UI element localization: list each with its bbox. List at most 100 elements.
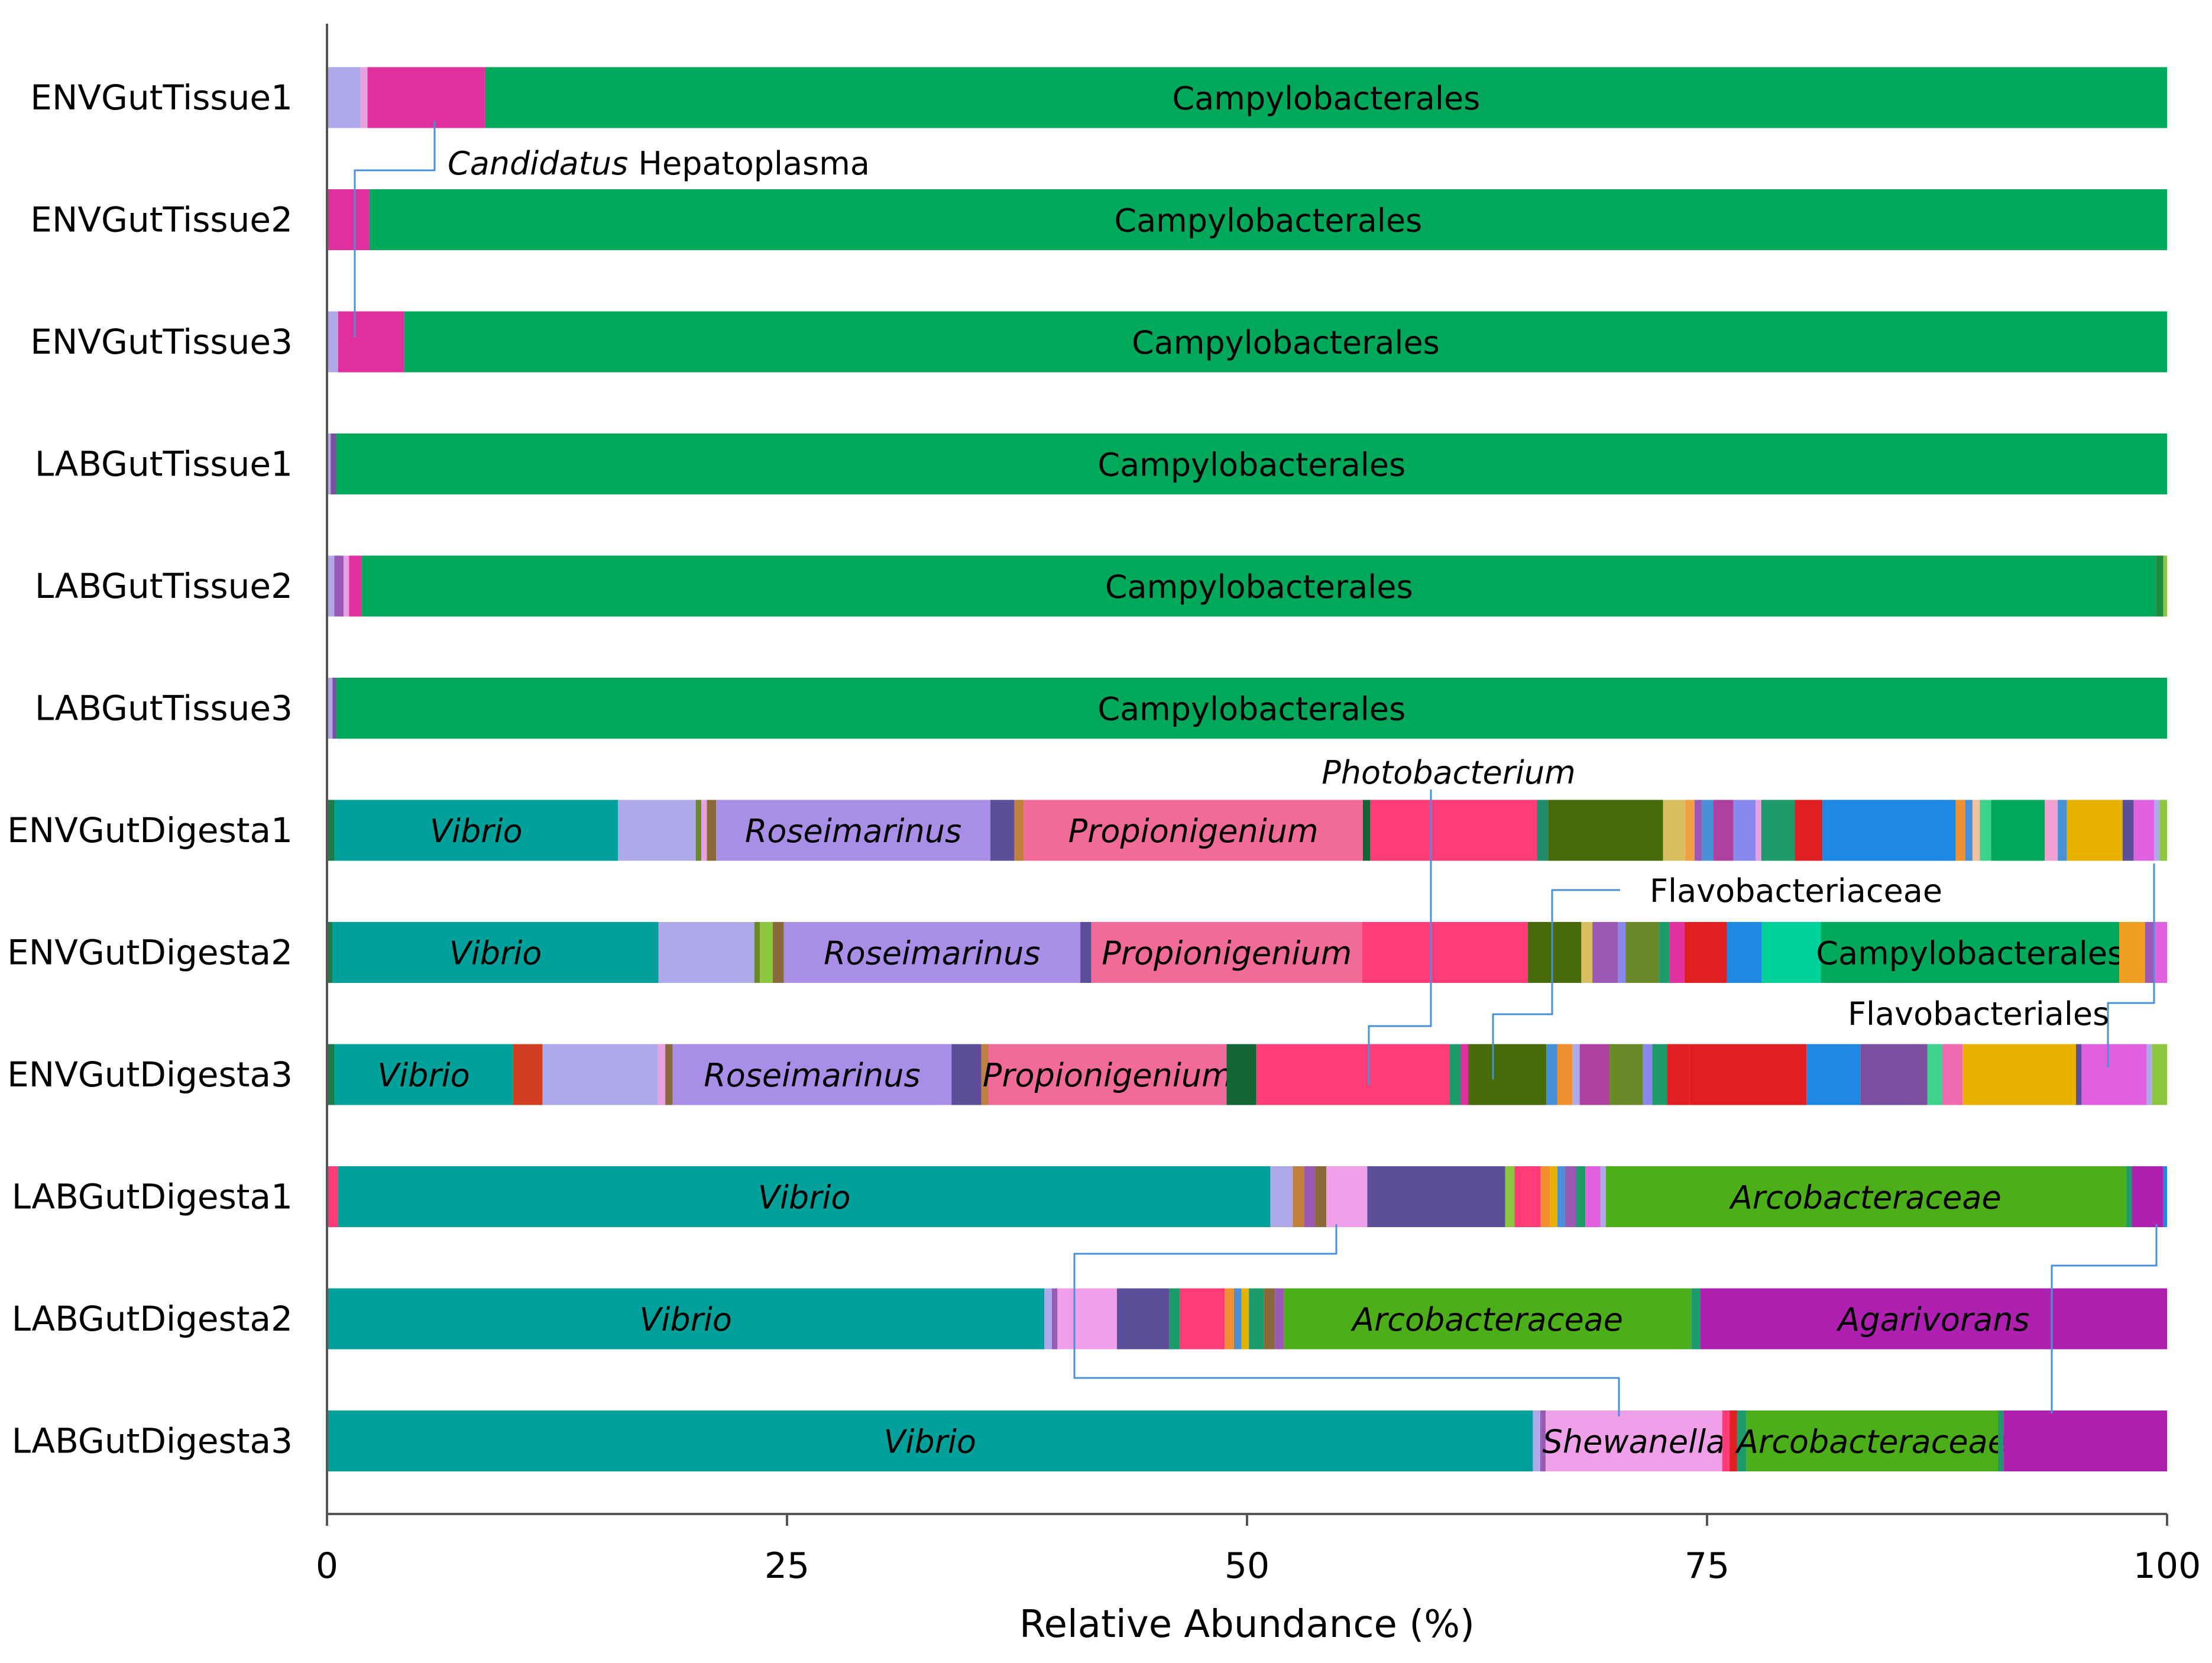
bar-label-LABGutDigesta2-13: Arcobacteraceae [1350, 1301, 1623, 1338]
bar-segment-ENVGutDigesta3-14 [1468, 1044, 1547, 1105]
bar-segment-ENVGutDigesta3-12 [1449, 1044, 1461, 1105]
bar-segment-LABGutTissue2-6 [2163, 555, 2167, 617]
bar-label-LABGutDigesta1-1: Vibrio [758, 1179, 850, 1216]
bar-label-ENVGutDigesta2-1: Vibrio [449, 935, 542, 972]
bar-segment-LABGutDigesta2-13 [1284, 1288, 1692, 1350]
bar-segment-ENVGutDigesta1-29 [2045, 800, 2058, 861]
bar-segment-LABGutDigesta1-10 [1540, 1166, 1550, 1227]
bar-segment-ENVGutDigesta3-28 [1962, 1044, 2076, 1105]
bar-segment-ENVGutDigesta1-19 [1733, 800, 1756, 861]
bar-segment-LABGutTissue2-4 [362, 555, 2156, 617]
bar-segment-LABGutDigesta2-5 [1168, 1288, 1180, 1350]
bar-segment-LABGutDigesta3-2 [1540, 1410, 1546, 1471]
bar-segment-ENVGutDigesta2-7 [1080, 922, 1092, 983]
bar-label-LABGutDigesta2-0: Vibrio [639, 1301, 731, 1338]
leader-hepatoplasma [354, 121, 436, 337]
bar-segment-ENVGutDigesta3-5 [665, 1044, 673, 1105]
bar-segment-LABGutDigesta3-4 [1722, 1410, 1730, 1471]
bar-segment-ENVGutDigesta1-21 [1761, 800, 1795, 861]
y-label-ENVGutTissue3: ENVGutTissue3 [30, 322, 293, 362]
bar-label-LABGutTissue2-4: Campylobacterales [1105, 568, 1413, 606]
bar-segment-ENVGutDigesta1-1 [334, 800, 618, 861]
y-label-ENVGutDigesta1: ENVGutDigesta1 [7, 810, 293, 850]
bar-segment-ENVGutDigesta3-31 [2146, 1044, 2152, 1105]
bar-label-LABGutDigesta3-7: Arcobacteraceae [1735, 1423, 2007, 1461]
bar-segment-ENVGutDigesta3-22 [1667, 1044, 1690, 1105]
bar-segment-ENVGutDigesta1-0 [327, 800, 335, 861]
bar-segment-ENVGutDigesta1-25 [1965, 800, 1973, 861]
bar-segment-ENVGutDigesta3-6 [672, 1044, 952, 1105]
x-tick-label-100: 100 [2133, 1545, 2201, 1587]
leader-flavobacteriales [2107, 863, 2155, 1067]
bar-segment-ENVGutDigesta1-2 [618, 800, 696, 861]
y-axis-labels: ENVGutTissue1 ENVGutTissue2 ENVGutTissue3 L… [7, 77, 293, 1461]
bar-segment-ENVGutDigesta3-9 [989, 1044, 1227, 1105]
bar-label-ENVGutDigesta1-9: Propionigenium [1068, 813, 1319, 850]
bar-label-ENVGutDigesta2-6: Roseimarinus [824, 935, 1040, 972]
bar-segment-ENVGutDigesta2-22 [2145, 922, 2155, 983]
bar-segment-LABGutDigesta1-14 [1576, 1166, 1586, 1227]
annotation-hepatoplasma: Candidatus Hepatoplasma [448, 145, 870, 182]
bar-segment-ENVGutDigesta3-29 [2075, 1044, 2082, 1105]
y-label-LABGutTissue1: LABGutTissue1 [35, 444, 293, 484]
bar-segment-LABGutDigesta1-5 [1315, 1166, 1326, 1227]
bar-segment-ENVGutDigesta1-16 [1694, 800, 1702, 861]
bar-segment-ENVGutDigesta1-23 [1822, 800, 1956, 861]
bar-segment-ENVGutDigesta3-3 [542, 1044, 658, 1105]
bar-segment-ENVGutTissue2-0 [327, 189, 370, 250]
bar-segment-LABGutDigesta2-14 [1691, 1288, 1701, 1350]
y-label-LABGutTissue2: LABGutTissue2 [35, 566, 293, 606]
bar-label-LABGutDigesta3-3: Shewanella [1543, 1423, 1726, 1461]
bar-segment-ENVGutDigesta2-2 [658, 922, 754, 983]
bar-segment-ENVGutDigesta3-13 [1460, 1044, 1469, 1105]
bar-label-ENVGutDigesta3-1: Vibrio [377, 1057, 469, 1094]
bar-segment-ENVGutDigesta3-10 [1226, 1044, 1256, 1105]
bar-segment-LABGutDigesta1-12 [1557, 1166, 1565, 1227]
bar-segment-ENVGutDigesta2-9 [1362, 922, 1528, 983]
bar-segment-ENVGutDigesta2-21 [2119, 922, 2145, 983]
bar-segment-ENVGutDigesta3-23 [1689, 1044, 1807, 1105]
bar-segment-LABGutTissue3-0 [327, 678, 333, 739]
bar-segment-ENVGutDigesta1-20 [1756, 800, 1761, 861]
bar-segment-ENVGutTissue3-0 [327, 311, 338, 373]
bar-segment-LABGutDigesta2-15 [1701, 1288, 2167, 1350]
bar-segment-LABGutDigesta2-9 [1241, 1288, 1249, 1350]
bar-segment-LABGutDigesta1-20 [2163, 1166, 2167, 1227]
bar-segment-ENVGutDigesta2-4 [760, 922, 773, 983]
x-axis-ticks: 0 25 50 75 100 [316, 1514, 2201, 1587]
x-tick-label-0: 0 [316, 1545, 338, 1587]
bar-segment-LABGutDigesta2-0 [327, 1288, 1045, 1350]
bar-segment-ENVGutDigesta1-13 [1548, 800, 1663, 861]
y-label-LABGutDigesta1: LABGutDigesta1 [12, 1177, 293, 1217]
bar-segment-ENVGutDigesta1-34 [2154, 800, 2160, 861]
x-tick-label-75: 75 [1685, 1545, 1730, 1587]
bar-segment-ENVGutDigesta1-31 [2067, 800, 2123, 861]
bar-segment-LABGutDigesta3-6 [1737, 1410, 1747, 1471]
annotation-photobacterium: Photobacterium [1322, 754, 1576, 791]
bar-segment-ENVGutDigesta1-8 [1014, 800, 1024, 861]
bar-segment-LABGutDigesta3-8 [1997, 1410, 2004, 1471]
bar-segment-ENVGutTissue3-2 [404, 311, 2168, 373]
bar-segment-LABGutDigesta1-8 [1505, 1166, 1515, 1227]
y-label-LABGutTissue3: LABGutTissue3 [35, 688, 293, 729]
bar-segment-ENVGutDigesta1-24 [1955, 800, 1965, 861]
bar-segment-ENVGutDigesta1-5 [707, 800, 717, 861]
bar-segment-ENVGutDigesta2-13 [1618, 922, 1626, 983]
annotation-leaders [354, 121, 2158, 1416]
bar-segment-LABGutDigesta3-3 [1546, 1410, 1722, 1471]
bar-segment-ENVGutTissue1-2 [367, 67, 485, 128]
bar-segment-ENVGutDigesta1-6 [716, 800, 990, 861]
y-label-ENVGutTissue1: ENVGutTissue1 [30, 77, 293, 118]
bar-segment-ENVGutDigesta1-7 [990, 800, 1015, 861]
bar-label-ENVGutDigesta2-8: Propionigenium [1102, 935, 1352, 972]
bar-label-LABGutDigesta2-15: Agarivorans [1836, 1301, 2029, 1338]
bar-segment-LABGutTissue1-0 [327, 433, 331, 494]
bar-segment-LABGutTissue2-1 [334, 555, 344, 617]
bar-segment-LABGutDigesta1-18 [2126, 1166, 2132, 1227]
bar-label-LABGutTissue3-2: Campylobacterales [1097, 691, 1405, 728]
bar-segment-ENVGutDigesta3-0 [327, 1044, 335, 1105]
bar-segment-ENVGutDigesta3-15 [1546, 1044, 1557, 1105]
bar-segment-ENVGutDigesta2-11 [1581, 922, 1593, 983]
bar-segment-ENVGutDigesta1-33 [2133, 800, 2155, 861]
